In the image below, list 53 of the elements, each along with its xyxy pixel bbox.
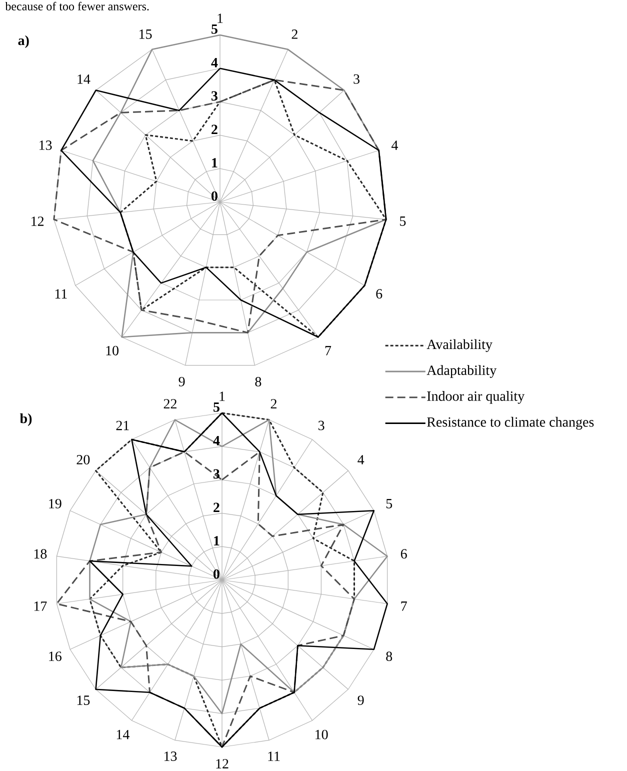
spoke-label: 10 — [106, 346, 118, 356]
spoke-label: 9 — [358, 696, 364, 706]
y-tick-label: 2 — [212, 124, 218, 134]
y-tick-label: 3 — [212, 91, 218, 101]
spoke-label: 4 — [391, 140, 398, 150]
spoke-label: 17 — [34, 602, 47, 611]
y-tick-label: 4 — [211, 58, 218, 68]
spoke-label: 7 — [401, 602, 407, 611]
y-tick-label: 5 — [212, 24, 218, 34]
spoke-label: 20 — [76, 454, 90, 464]
spoke-label: 2 — [292, 30, 298, 39]
spoke-label: 12 — [32, 216, 44, 226]
spoke-label: 8 — [386, 652, 392, 662]
spoke-label: 8 — [255, 376, 262, 386]
y-tick-label: 5 — [214, 402, 220, 412]
spoke-label: 6 — [376, 289, 382, 299]
spoke-label: 13 — [164, 752, 177, 761]
spoke-label: 12 — [216, 759, 228, 768]
spoke-label: 9 — [178, 376, 185, 386]
spoke-label: 18 — [34, 549, 47, 559]
spoke-label: 22 — [164, 399, 176, 408]
spoke-label: 14 — [116, 730, 130, 740]
legend-label: Adaptability — [426, 365, 497, 378]
spoke-label: 10 — [316, 730, 328, 740]
spoke-label: 5 — [400, 216, 406, 226]
text: a) — [18, 35, 29, 48]
y-tick-label: 0 — [214, 569, 220, 579]
spoke-label: 3 — [354, 74, 360, 84]
text: b) — [20, 413, 32, 426]
spoke-label: 14 — [78, 74, 90, 84]
y-tick-label: 1 — [212, 158, 218, 168]
spoke-label: 11 — [55, 289, 67, 298]
text: because of too fewer answers. — [5, 2, 149, 10]
y-tick-label: 2 — [214, 502, 220, 512]
legend-label: Resistance to climate changes — [427, 416, 594, 430]
spoke-label: 3 — [318, 420, 324, 430]
spoke-label: 5 — [386, 499, 392, 508]
spoke-label: 21 — [116, 420, 129, 430]
spoke-label: 16 — [49, 652, 62, 662]
spoke-label: 13 — [40, 140, 52, 150]
spoke-label: 7 — [325, 346, 332, 356]
spoke-label: 15 — [77, 696, 90, 705]
spoke-label: 4 — [358, 455, 364, 464]
y-tick-label: 1 — [214, 536, 220, 546]
spoke-label: 15 — [140, 29, 152, 39]
spoke-label: 11 — [268, 752, 280, 761]
legend-label: Indoor air quality — [427, 391, 525, 404]
y-tick-label: 4 — [213, 436, 220, 446]
legend-label: Availability — [426, 339, 492, 352]
y-tick-label: 0 — [212, 191, 218, 201]
spoke-label: 6 — [400, 549, 407, 559]
spoke-label: 19 — [49, 498, 62, 508]
spoke-label: 2 — [270, 399, 276, 408]
